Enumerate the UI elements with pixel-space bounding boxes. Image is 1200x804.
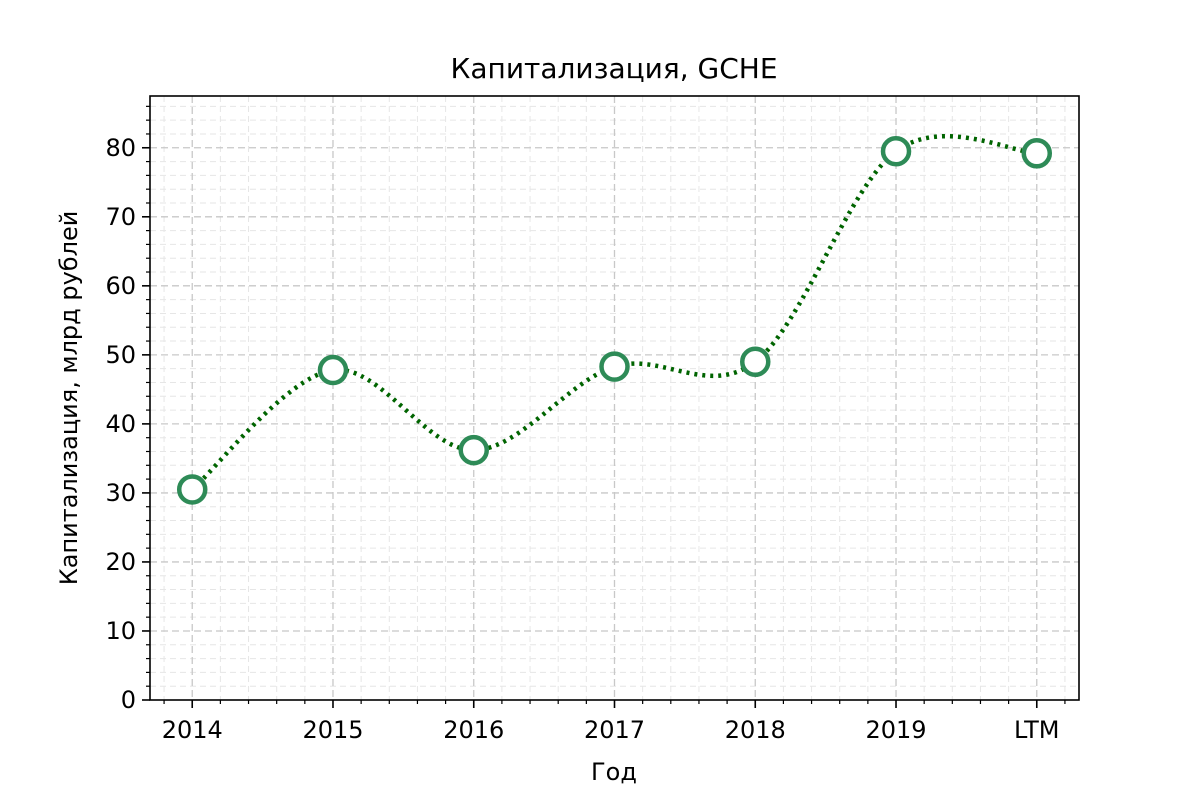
y-tick-label: 30 bbox=[105, 479, 136, 507]
series-layer bbox=[176, 134, 1053, 505]
major-grid bbox=[150, 96, 1079, 700]
data-point bbox=[458, 434, 489, 466]
chart-title: Капитализация, GCHE bbox=[450, 52, 777, 85]
y-tick-label: 40 bbox=[105, 410, 136, 438]
labels-layer: Капитализация, GCHE Год Капитализация, м… bbox=[55, 52, 778, 786]
x-axis-label: Год bbox=[591, 758, 637, 786]
data-point bbox=[176, 474, 208, 505]
x-tick-label: 2019 bbox=[865, 716, 926, 744]
y-tick-label: 80 bbox=[105, 134, 136, 162]
data-point bbox=[740, 346, 771, 378]
y-tick-label: 20 bbox=[105, 548, 136, 576]
data-point bbox=[1021, 138, 1053, 169]
y-tick-label: 70 bbox=[105, 203, 136, 231]
axes-layer: 2014 2015 2016 2017 2018 2019 LTM 0 10 20 30 40 50 60… bbox=[105, 95, 1080, 744]
y-tick-label: 50 bbox=[105, 341, 136, 369]
y-tick-label: 60 bbox=[105, 272, 136, 300]
data-point bbox=[317, 354, 349, 386]
y-tick-label: 0 bbox=[121, 686, 136, 714]
x-tick-label: 2017 bbox=[584, 716, 645, 744]
y-axis-label: Капитализация, млрд рублей bbox=[55, 211, 83, 586]
data-point bbox=[880, 135, 912, 167]
y-tick-label: 10 bbox=[105, 617, 136, 645]
x-tick-label: LTM bbox=[1014, 716, 1059, 744]
x-tick-label: 2016 bbox=[443, 716, 504, 744]
data-point bbox=[599, 351, 630, 382]
minor-grid bbox=[150, 96, 1079, 700]
x-tick-label: 2015 bbox=[302, 716, 363, 744]
x-tick-label: 2014 bbox=[162, 716, 223, 744]
x-tick-label: 2018 bbox=[725, 716, 786, 744]
